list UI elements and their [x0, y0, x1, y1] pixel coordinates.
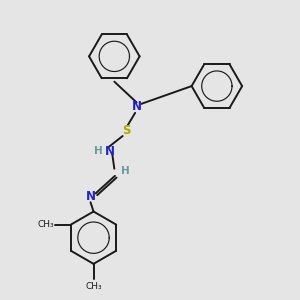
Text: N: N [105, 145, 115, 158]
Text: CH₃: CH₃ [86, 282, 102, 291]
Text: N: N [132, 100, 142, 113]
Text: CH₃: CH₃ [38, 220, 55, 229]
Text: N: N [85, 190, 96, 203]
Text: S: S [122, 124, 130, 137]
Text: H: H [94, 146, 103, 157]
Text: H: H [121, 166, 130, 176]
